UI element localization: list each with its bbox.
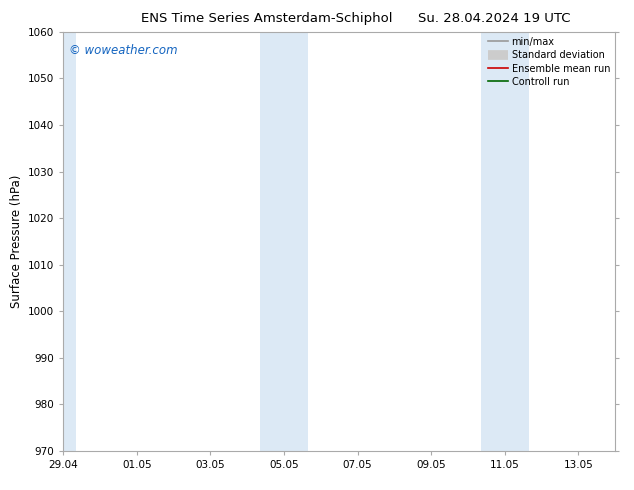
Bar: [481, 32, 505, 451]
Legend: min/max, Standard deviation, Ensemble mean run, Controll run: min/max, Standard deviation, Ensemble me…: [488, 37, 610, 87]
Text: © woweather.com: © woweather.com: [69, 45, 178, 57]
Text: Su. 28.04.2024 19 UTC: Su. 28.04.2024 19 UTC: [418, 12, 571, 25]
Bar: [63, 32, 76, 451]
Bar: [284, 32, 308, 451]
Text: ENS Time Series Amsterdam-Schiphol: ENS Time Series Amsterdam-Schiphol: [141, 12, 392, 25]
Bar: [505, 32, 529, 451]
Y-axis label: Surface Pressure (hPa): Surface Pressure (hPa): [10, 174, 23, 308]
Bar: [260, 32, 284, 451]
